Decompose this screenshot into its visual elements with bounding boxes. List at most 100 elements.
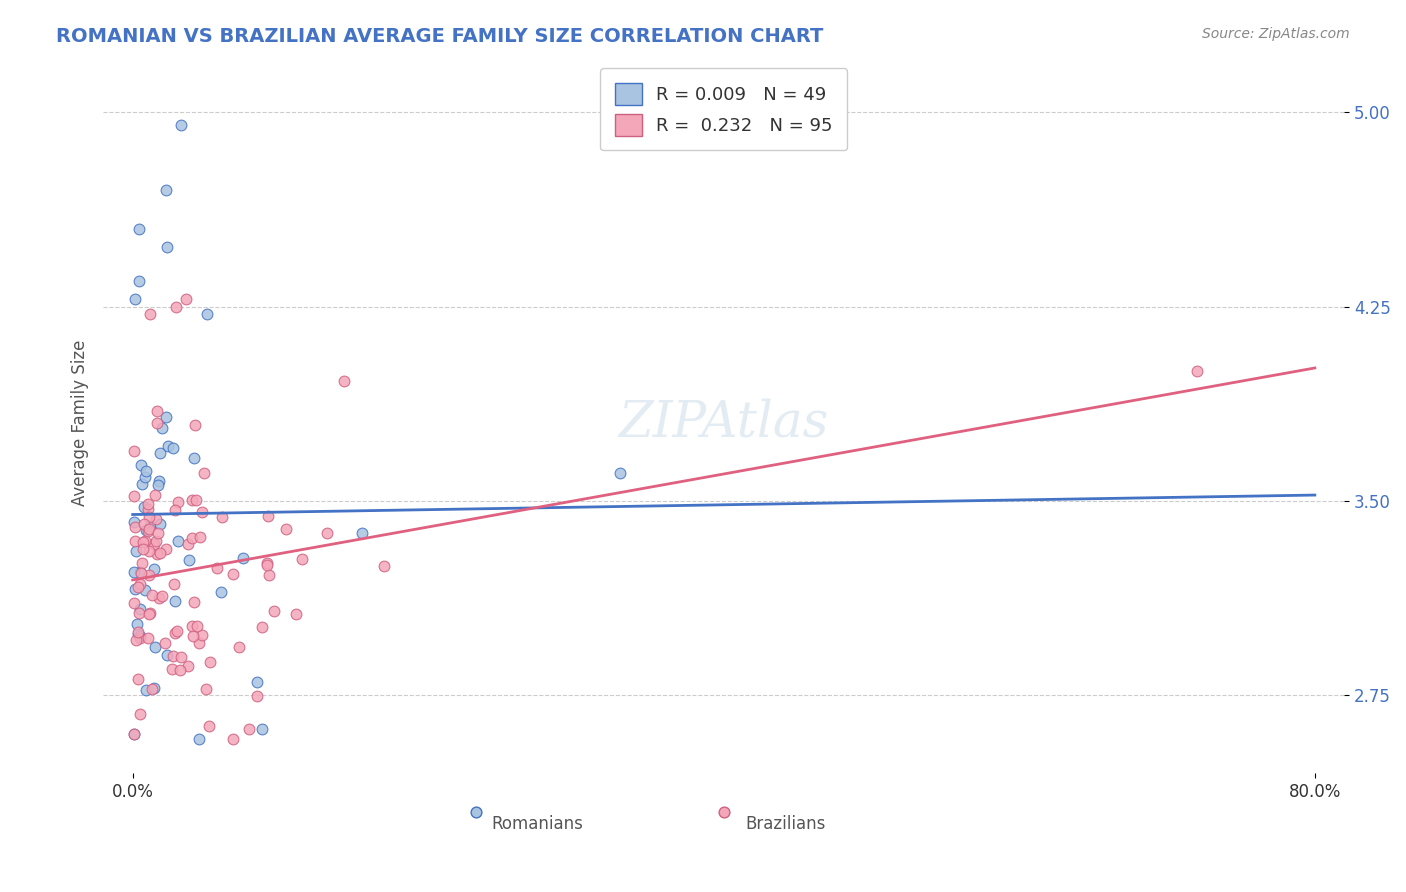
Point xyxy=(174,292,197,306)
Point xyxy=(124,292,146,306)
Point xyxy=(132,500,155,515)
Point xyxy=(146,403,169,417)
Point xyxy=(127,580,149,594)
Point xyxy=(129,602,152,616)
Point xyxy=(155,410,177,425)
Point xyxy=(315,526,337,541)
Point xyxy=(135,464,157,478)
Point xyxy=(136,631,159,645)
Point xyxy=(163,577,186,591)
Point xyxy=(256,558,278,573)
Point xyxy=(125,544,148,558)
Point xyxy=(186,492,208,507)
Point xyxy=(146,547,169,561)
Point xyxy=(169,663,191,677)
Point xyxy=(167,533,190,548)
Point xyxy=(177,537,200,551)
Point xyxy=(162,649,184,664)
Text: Romanians: Romanians xyxy=(492,815,583,833)
Point xyxy=(193,467,215,481)
Point xyxy=(139,606,162,620)
Point xyxy=(191,628,214,642)
Point xyxy=(183,451,205,466)
Point xyxy=(124,515,146,529)
Point xyxy=(257,568,280,582)
Point xyxy=(169,650,191,665)
Point xyxy=(135,523,157,537)
Point xyxy=(128,632,150,646)
Point xyxy=(1185,364,1208,378)
Point xyxy=(165,502,187,516)
Point xyxy=(211,509,233,524)
Point xyxy=(134,534,156,549)
Point xyxy=(128,707,150,722)
Point xyxy=(146,525,169,540)
Point xyxy=(188,530,211,544)
Point xyxy=(149,517,172,532)
Text: ZIPAtlas: ZIPAtlas xyxy=(619,399,830,448)
Point xyxy=(274,522,297,536)
Point xyxy=(128,274,150,288)
Point xyxy=(145,534,167,549)
Point xyxy=(162,662,184,676)
Point xyxy=(138,543,160,558)
Point xyxy=(143,681,166,696)
Point xyxy=(195,307,218,321)
Point xyxy=(122,596,145,610)
Point xyxy=(156,240,179,254)
Point xyxy=(177,659,200,673)
Point xyxy=(138,519,160,533)
Point xyxy=(156,648,179,663)
Point xyxy=(138,509,160,524)
Point xyxy=(256,556,278,570)
Point xyxy=(284,607,307,621)
Point xyxy=(139,307,162,321)
Y-axis label: Average Family Size: Average Family Size xyxy=(72,340,89,507)
Point xyxy=(132,542,155,557)
Point xyxy=(198,719,221,733)
Point xyxy=(156,439,179,453)
Point xyxy=(163,626,186,640)
Text: Source: ZipAtlas.com: Source: ZipAtlas.com xyxy=(1202,27,1350,41)
Point xyxy=(184,417,207,432)
Point xyxy=(180,531,202,545)
Point xyxy=(129,577,152,591)
Point xyxy=(181,619,204,633)
Point xyxy=(191,505,214,519)
Point xyxy=(129,565,152,579)
Point xyxy=(609,466,631,480)
Point xyxy=(153,636,176,650)
Point xyxy=(165,594,187,608)
Point xyxy=(124,534,146,549)
Point xyxy=(148,474,170,488)
Point xyxy=(127,624,149,639)
Point xyxy=(149,446,172,460)
Point xyxy=(232,551,254,566)
Point xyxy=(155,183,177,197)
Point xyxy=(143,640,166,654)
Point xyxy=(291,551,314,566)
Point xyxy=(136,497,159,511)
Point xyxy=(186,619,208,633)
Point xyxy=(246,674,269,689)
Point xyxy=(129,458,152,472)
Point xyxy=(373,559,395,574)
Point xyxy=(127,672,149,686)
Point xyxy=(166,624,188,638)
Point xyxy=(127,617,149,632)
Point xyxy=(132,535,155,549)
Point xyxy=(141,681,163,696)
Point xyxy=(250,620,273,634)
Point xyxy=(150,421,173,435)
Point xyxy=(238,722,260,736)
Point xyxy=(122,443,145,458)
Point xyxy=(263,604,285,618)
Point xyxy=(141,588,163,602)
Legend: R = 0.009   N = 49, R =  0.232   N = 95: R = 0.009 N = 49, R = 0.232 N = 95 xyxy=(600,69,848,150)
Point xyxy=(167,495,190,509)
Point xyxy=(128,629,150,643)
Point xyxy=(131,566,153,580)
Point xyxy=(122,489,145,503)
Point xyxy=(148,591,170,605)
Point xyxy=(187,732,209,747)
